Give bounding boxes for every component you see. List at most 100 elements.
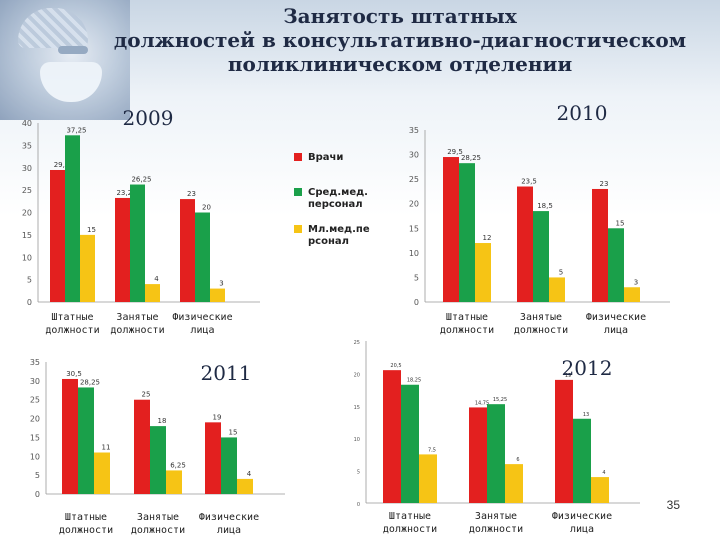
data-label: 23 [187, 190, 196, 198]
doctor-photo [0, 0, 130, 120]
bar [237, 478, 253, 494]
y-tick-label: 15 [409, 224, 419, 233]
data-label: 5 [559, 268, 563, 276]
bar [210, 288, 225, 302]
title-line-3: поликлиническом отделении [227, 52, 573, 76]
category-label: должности [45, 325, 99, 336]
data-label: 23 [600, 180, 609, 188]
chart-year-title: 2012 [562, 356, 613, 380]
y-tick-label: 20 [354, 372, 360, 378]
data-label: 18,25 [407, 378, 421, 384]
data-label: 29,5 [54, 161, 70, 169]
legend-swatch [294, 188, 302, 196]
y-tick-label: 30 [30, 377, 40, 386]
bar [624, 287, 640, 302]
y-tick-label: 30 [22, 164, 32, 173]
bar [221, 437, 237, 494]
bar [549, 277, 565, 302]
y-tick-label: 5 [414, 273, 419, 282]
category-label: Занятые [520, 312, 562, 323]
y-tick-label: 0 [357, 502, 360, 508]
category-label: Штатные [446, 312, 488, 323]
y-tick-label: 15 [354, 405, 360, 411]
category-label: должности [131, 525, 185, 536]
data-label: 11 [102, 444, 111, 452]
legend-label: персонал [308, 199, 363, 210]
slide-title: Занятость штатных должностей в консульта… [80, 4, 720, 76]
legend-label: Мл.мед.пе [308, 224, 370, 235]
y-tick-label: 25 [409, 175, 419, 184]
y-tick-label: 25 [30, 396, 40, 405]
data-label: 6,25 [170, 461, 186, 469]
bar [134, 399, 150, 494]
bar [145, 284, 160, 302]
bar [115, 197, 130, 302]
bar [555, 379, 573, 503]
y-tick-label: 20 [409, 200, 419, 209]
category-label: лица [570, 524, 594, 535]
bar [383, 370, 401, 503]
data-label: 28,25 [80, 378, 100, 386]
bar [475, 243, 491, 302]
category-label: Физические [586, 312, 646, 323]
category-label: должности [469, 524, 523, 535]
bar [80, 234, 95, 302]
y-tick-label: 5 [35, 471, 40, 480]
y-tick-label: 15 [30, 433, 40, 442]
data-label: 26,25 [131, 176, 151, 184]
page-number: 35 [666, 498, 680, 512]
data-label: 19 [213, 413, 222, 421]
category-label: должности [514, 325, 568, 336]
data-label: 20,5 [390, 363, 401, 369]
data-label: 13 [583, 412, 589, 418]
y-tick-label: 10 [354, 437, 360, 443]
bar [62, 378, 78, 494]
bar [459, 163, 475, 302]
category-label: Физические [552, 511, 612, 522]
bar [487, 404, 505, 503]
y-tick-label: 35 [409, 126, 419, 135]
data-label: 4 [154, 275, 159, 283]
data-label: 20 [202, 204, 211, 212]
title-line-2: должностей в консультативно-диагностичес… [113, 28, 687, 52]
bar [195, 212, 210, 302]
data-label: 15 [229, 428, 238, 436]
chart-year-title: 2011 [201, 361, 252, 385]
category-label: лица [217, 525, 241, 536]
category-label: Физические [199, 512, 259, 523]
data-label: 18,5 [537, 202, 553, 210]
bar [65, 135, 80, 302]
category-label: должности [383, 524, 437, 535]
category-label: должности [440, 325, 494, 336]
legend-label: Сред.мед. [308, 187, 368, 198]
bar [130, 184, 145, 302]
data-label: 6 [516, 457, 519, 463]
y-tick-label: 20 [22, 209, 32, 218]
data-label: 3 [219, 280, 223, 288]
y-tick-label: 25 [354, 340, 360, 346]
legend-label: Врачи [308, 152, 343, 163]
bar [505, 464, 523, 503]
bar [419, 454, 437, 503]
data-label: 18 [158, 417, 167, 425]
y-tick-label: 10 [30, 452, 40, 461]
category-label: должности [110, 325, 164, 336]
data-label: 3 [634, 278, 638, 286]
bar [180, 199, 195, 302]
bar [78, 387, 94, 494]
data-label: 15 [616, 219, 625, 227]
y-tick-label: 20 [30, 415, 40, 424]
bar [401, 384, 419, 503]
y-tick-label: 10 [22, 253, 32, 262]
category-label: Занятые [116, 312, 158, 323]
data-label: 15,25 [493, 397, 507, 403]
data-label: 29,5 [447, 148, 463, 156]
category-label: должности [59, 525, 113, 536]
category-label: Занятые [137, 512, 179, 523]
y-tick-label: 35 [22, 141, 32, 150]
surgical-cap [18, 8, 88, 48]
legend-label: рсонал [308, 236, 349, 247]
category-label: Штатные [389, 511, 431, 522]
bar [205, 422, 221, 494]
